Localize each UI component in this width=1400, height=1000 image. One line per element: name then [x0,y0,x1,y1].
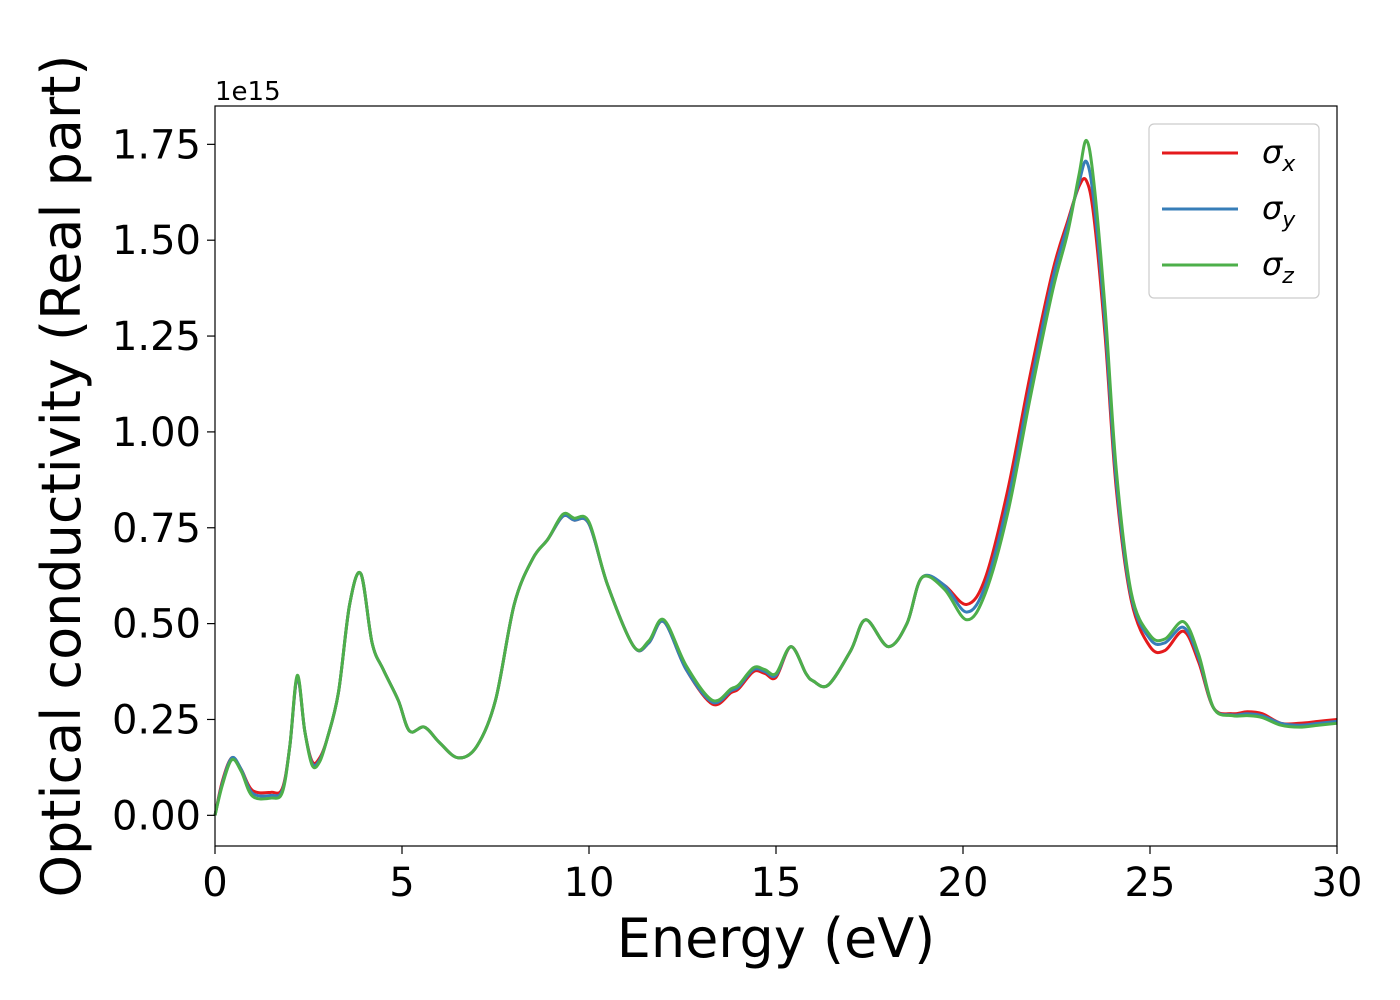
y-tick-label: 1.50 [112,218,201,264]
x-tick-label: 10 [564,860,615,906]
x-axis-label: Energy (eV) [617,907,936,970]
y-tick-label: 1.75 [112,122,201,168]
y-tick-label: 0.50 [112,602,201,648]
x-tick-label: 5 [389,860,414,906]
legend-box [1148,123,1320,299]
y-offset-label: 1e15 [215,77,281,107]
x-tick-label: 0 [202,860,227,906]
y-axis-label: Optical conductivity (Real part) [30,55,93,898]
series-line-3 [213,139,1338,816]
x-tick-label: 30 [1312,860,1363,906]
y-tick-label: 1.25 [112,314,201,360]
y-tick-label: 1.00 [112,410,201,456]
y-tick-label: 0.00 [112,793,201,839]
y-tick-label: 0.75 [112,506,201,552]
x-axis: 0 5 10 15 20 25 30 [202,846,1362,906]
y-tick-label: 0.25 [112,697,201,743]
x-tick-label: 25 [1125,860,1176,906]
x-tick-label: 20 [938,860,989,906]
series-layer [213,139,1338,816]
y-axis: 0.00 0.25 0.50 0.75 1.00 1.25 1.50 1.75 [112,122,215,839]
x-tick-label: 15 [751,860,802,906]
